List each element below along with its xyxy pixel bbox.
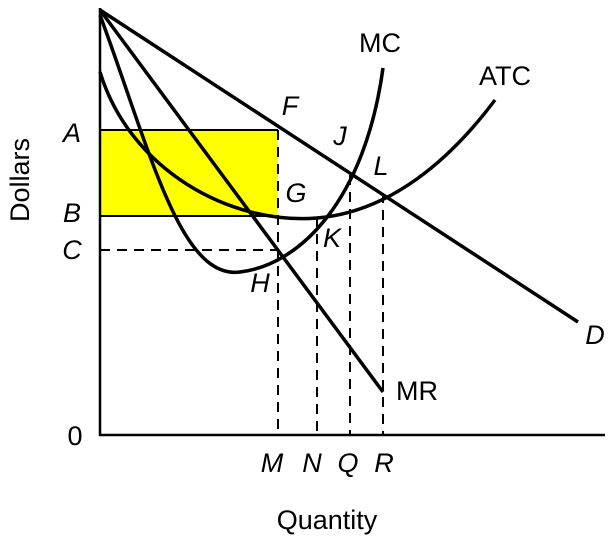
x-label: M [261, 448, 284, 478]
demand-curve [99, 8, 579, 324]
point-label: L [373, 151, 388, 181]
y-label: A [61, 118, 81, 148]
mc-curve [98, 14, 385, 274]
x-label: N [302, 448, 322, 478]
curve-label: MC [359, 28, 401, 58]
origin-label: 0 [67, 421, 82, 451]
curve-label: D [585, 320, 605, 350]
y-axis-label: Dollars [5, 138, 35, 222]
point-label: F [282, 91, 300, 121]
point-label: J [332, 121, 347, 151]
x-label: Q [337, 448, 358, 478]
y-label: C [62, 235, 82, 265]
atc-curve [98, 71, 497, 221]
point-label: H [250, 268, 270, 298]
y-label: B [63, 198, 81, 228]
profit-area [100, 130, 278, 216]
point-label: K [323, 223, 342, 253]
curve-label: MR [396, 376, 438, 406]
point-label: G [285, 178, 306, 208]
x-axis-label: Quantity [277, 505, 378, 535]
mr-curve [98, 8, 385, 394]
x-label: R [374, 448, 394, 478]
curve-label: ATC [479, 61, 531, 91]
axes [98, 8, 605, 437]
